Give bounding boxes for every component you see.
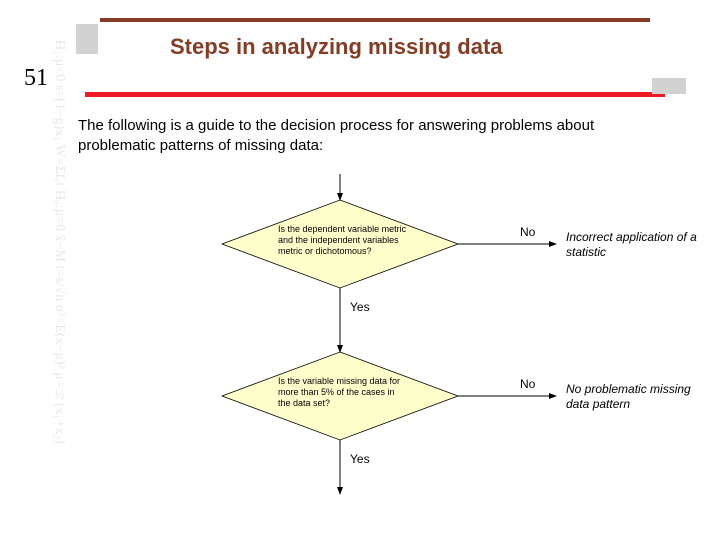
intro-paragraph: The following is a guide to the decision… xyxy=(78,116,658,157)
slide-number: 51 xyxy=(24,65,48,92)
title-underline xyxy=(85,92,665,97)
decision-2-yes-label: Yes xyxy=(350,452,370,466)
decision-2-no-label: No xyxy=(520,377,535,391)
top-accent-line xyxy=(100,18,650,22)
slide-title: Steps in analyzing missing data xyxy=(170,34,503,60)
background-formula-watermark: H₁:μ<0 s=(1−g)x₁ W=Σfₒt H₀:μ=0 x̄−M t=s/… xyxy=(0,40,70,520)
decision-1-yes-label: Yes xyxy=(350,300,370,314)
decision-1-text: Is the dependent variable metric and the… xyxy=(278,224,408,256)
decision-2-text: Is the variable missing data for more th… xyxy=(278,376,408,408)
result-1-text: Incorrect application of a statistic xyxy=(566,230,706,260)
decision-1-no-label: No xyxy=(520,225,535,239)
gray-block-right xyxy=(652,78,686,94)
gray-block-top-left xyxy=(76,24,98,54)
result-2-text: No problematic missing data pattern xyxy=(566,382,706,412)
